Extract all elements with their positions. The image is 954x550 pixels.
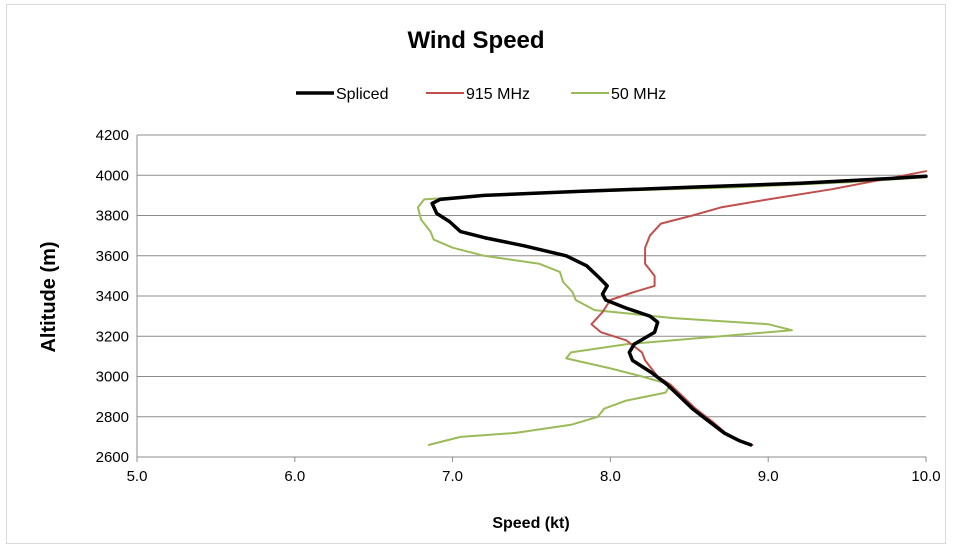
y-axis-label: Altitude (m) (38, 241, 60, 352)
chart-title: Wind Speed (407, 27, 544, 54)
series-lines (416, 170, 928, 447)
legend-label-0: Spliced (336, 86, 388, 103)
y-tick-labels: 2600 2800 3000 3200 3400 3600 3800 4000 4200 (96, 127, 129, 466)
y-tick-label: 3800 (96, 208, 129, 225)
series-line-1 (590, 170, 927, 446)
y-tick-label: 2800 (96, 409, 129, 426)
chart-frame (6, 4, 946, 544)
y-tick-label: 3000 (96, 369, 129, 386)
x-tick-label: 9.0 (758, 468, 779, 485)
y-tick-label: 3200 (96, 328, 129, 345)
x-axis-label: Speed (kt) (492, 515, 569, 532)
legend: Spliced 915 MHz 50 MHz (296, 86, 666, 103)
x-tick-label: 10.0 (911, 468, 940, 485)
x-tick-labels: 5.0 6.0 7.0 8.0 9.0 10.0 (127, 468, 941, 485)
x-tick-label: 8.0 (600, 468, 621, 485)
gridlines (136, 134, 927, 462)
legend-label-1: 915 MHz (466, 86, 530, 103)
x-tick-label: 7.0 (442, 468, 463, 485)
x-tick-label: 6.0 (284, 468, 305, 485)
series-line-0 (430, 174, 928, 447)
y-tick-label: 4200 (96, 127, 129, 144)
y-tick-label: 4000 (96, 167, 129, 184)
series-line-2 (416, 176, 927, 446)
y-tick-label: 3400 (96, 288, 129, 305)
x-tick-label: 5.0 (127, 468, 148, 485)
legend-label-2: 50 MHz (611, 86, 666, 103)
y-tick-label: 3600 (96, 248, 129, 265)
y-tick-label: 2600 (96, 449, 129, 466)
